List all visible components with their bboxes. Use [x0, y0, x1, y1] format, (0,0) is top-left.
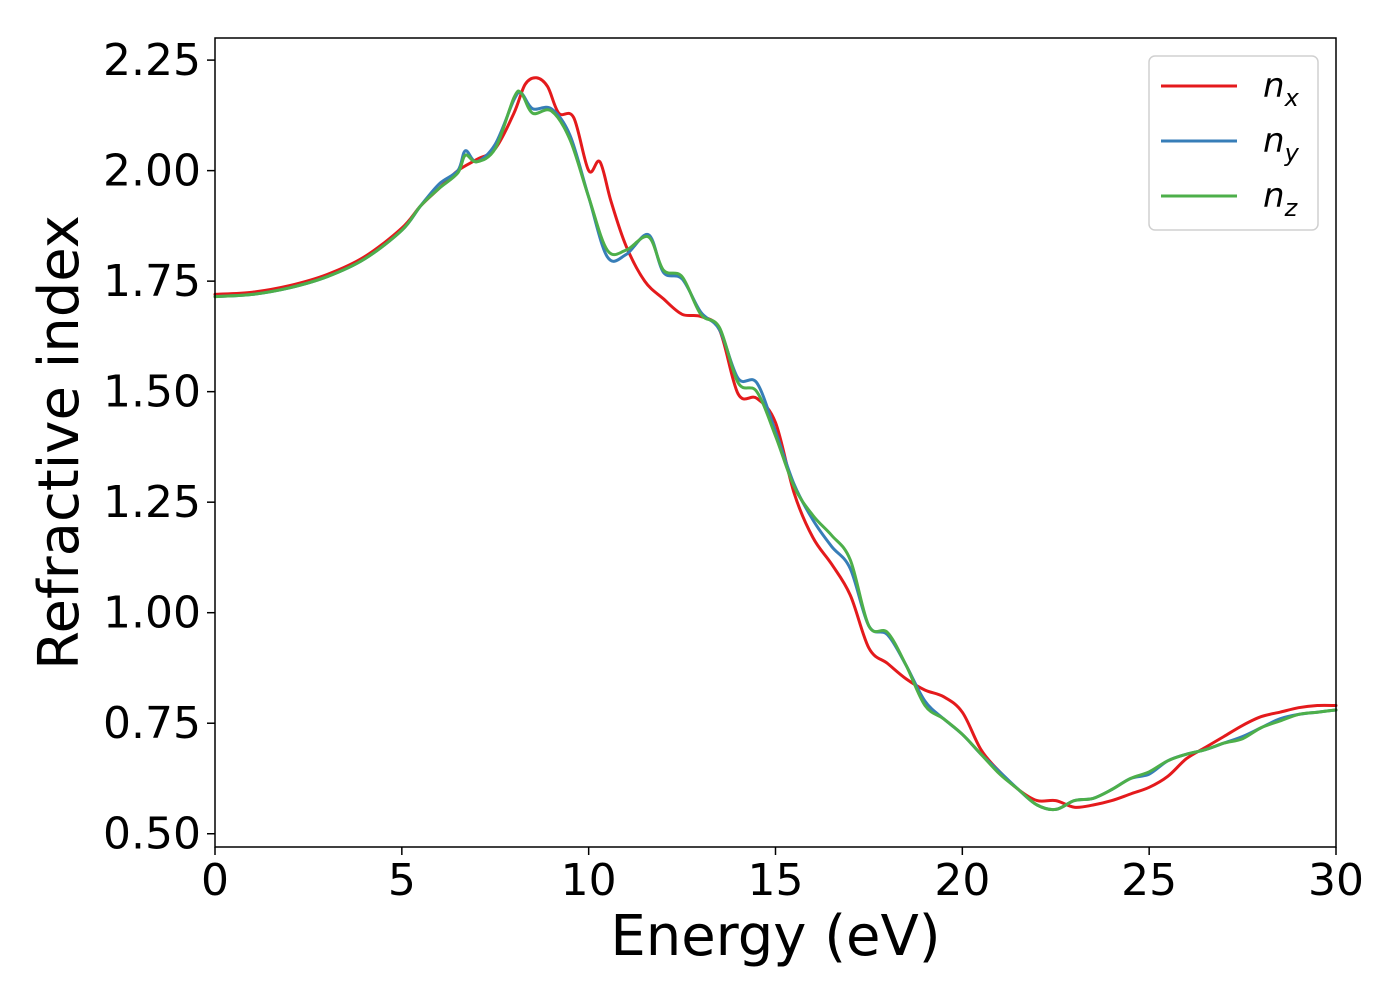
legend-subscript: x — [1284, 84, 1300, 112]
x-tick-label: 10 — [561, 855, 617, 906]
y-tick-label: 0.75 — [103, 698, 201, 749]
y-tick-label: 1.25 — [103, 477, 201, 528]
y-tick-label: 1.50 — [103, 367, 201, 418]
series-layer — [213, 76, 1338, 812]
legend-box — [1148, 55, 1319, 231]
legend-subscript: y — [1284, 139, 1300, 167]
y-tick-label: 2.25 — [103, 35, 201, 86]
x-tick-label: 25 — [1121, 855, 1177, 906]
x-tick-label: 20 — [934, 855, 990, 906]
legend-subscript: z — [1284, 194, 1299, 222]
x-axis-title: Energy (eV) — [610, 904, 940, 969]
x-tick-label: 30 — [1308, 855, 1364, 906]
y-tick-label: 1.00 — [103, 588, 201, 639]
y-tick-label: 0.50 — [103, 809, 201, 860]
x-tick-label: 15 — [748, 855, 804, 906]
x-axis-ticks: 0 5 10 15 20 25 30 — [201, 847, 1364, 906]
y-axis-ticks: 0.50 0.75 1.00 1.25 1.50 1.75 2.00 2.25 — [103, 35, 215, 860]
y-axis-title: Refractive index — [27, 215, 92, 670]
x-tick-label: 0 — [201, 855, 229, 906]
series-line-nz — [213, 89, 1338, 812]
x-tick-label: 5 — [388, 855, 416, 906]
y-tick-label: 1.75 — [103, 256, 201, 307]
y-tick-label: 2.00 — [103, 146, 201, 197]
